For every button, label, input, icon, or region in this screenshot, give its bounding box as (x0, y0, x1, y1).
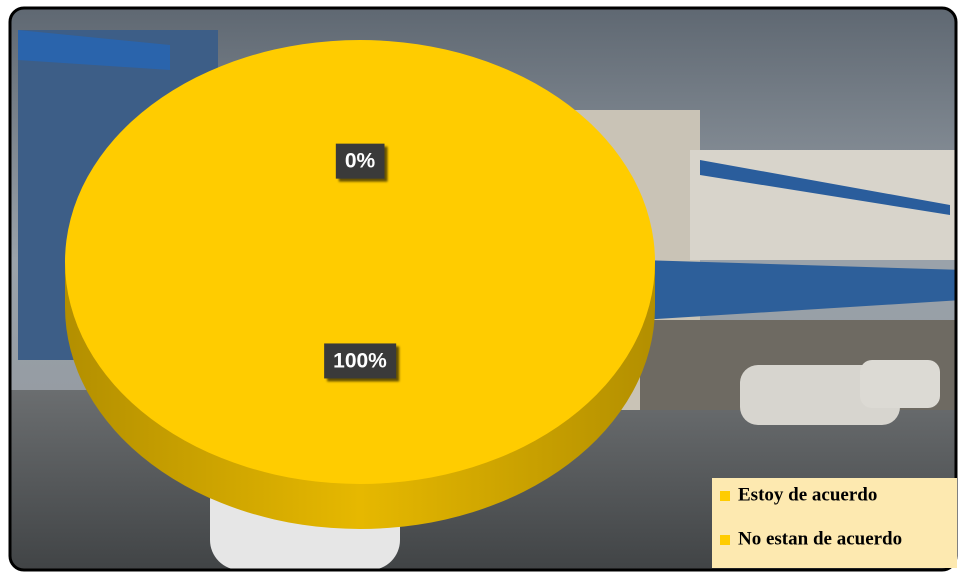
legend-swatch (720, 535, 730, 545)
legend-swatch (720, 491, 730, 501)
legend-label: No estan de acuerdo (738, 528, 902, 549)
legend: Estoy de acuerdo No estan de acuerdo (720, 484, 902, 549)
legend-label: Estoy de acuerdo (738, 484, 877, 505)
value-label-box (324, 343, 397, 379)
frame (8, 6, 958, 572)
value-label-text: 0% (345, 150, 376, 173)
pie-slice (65, 40, 655, 484)
legend-box (712, 478, 957, 568)
value-labels: 100% 0% (324, 143, 397, 379)
pie (65, 40, 655, 529)
value-label-box (335, 143, 385, 179)
value-label-text: 100% (333, 349, 387, 372)
value-label: 0% (335, 143, 385, 179)
value-label: 100% (324, 343, 397, 379)
